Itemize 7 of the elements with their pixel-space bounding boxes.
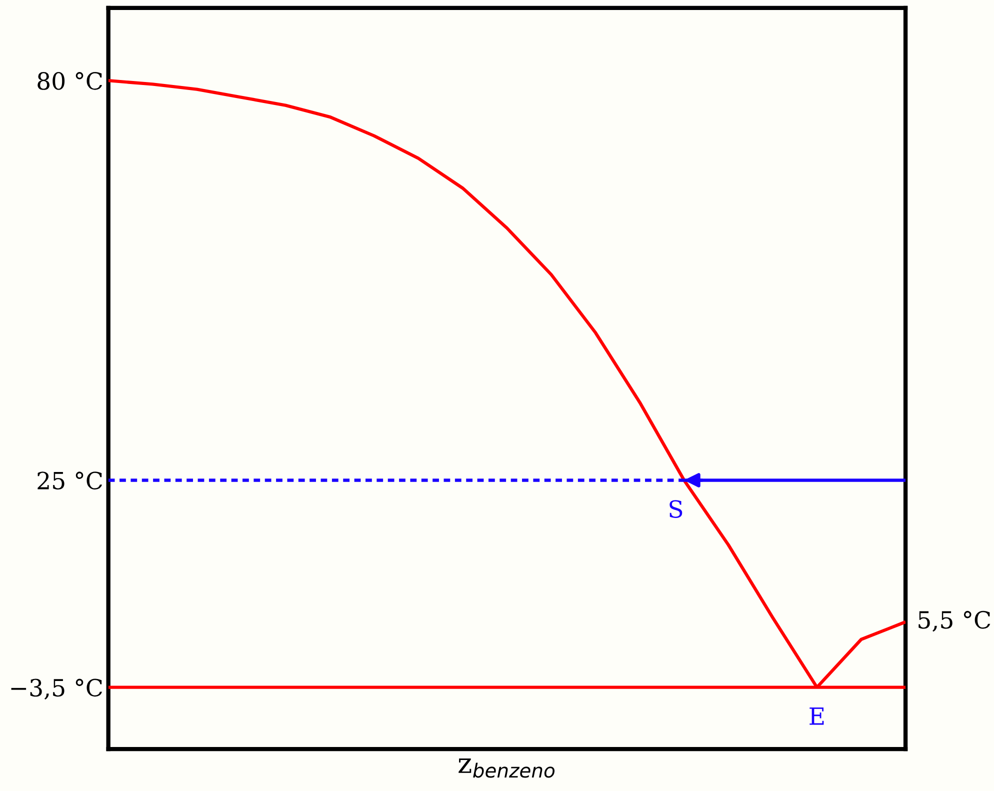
y-tick-label: 25 °C [38, 472, 102, 490]
y-tick-label: 80 °C [38, 72, 102, 90]
annotation: S [670, 500, 682, 518]
annotation: E [810, 707, 824, 725]
y-tick-label: −3,5 °C [11, 678, 102, 700]
text: 5,5 °C [918, 610, 990, 632]
x-axis-title: z$_{benzeno}$ [458, 758, 555, 778]
